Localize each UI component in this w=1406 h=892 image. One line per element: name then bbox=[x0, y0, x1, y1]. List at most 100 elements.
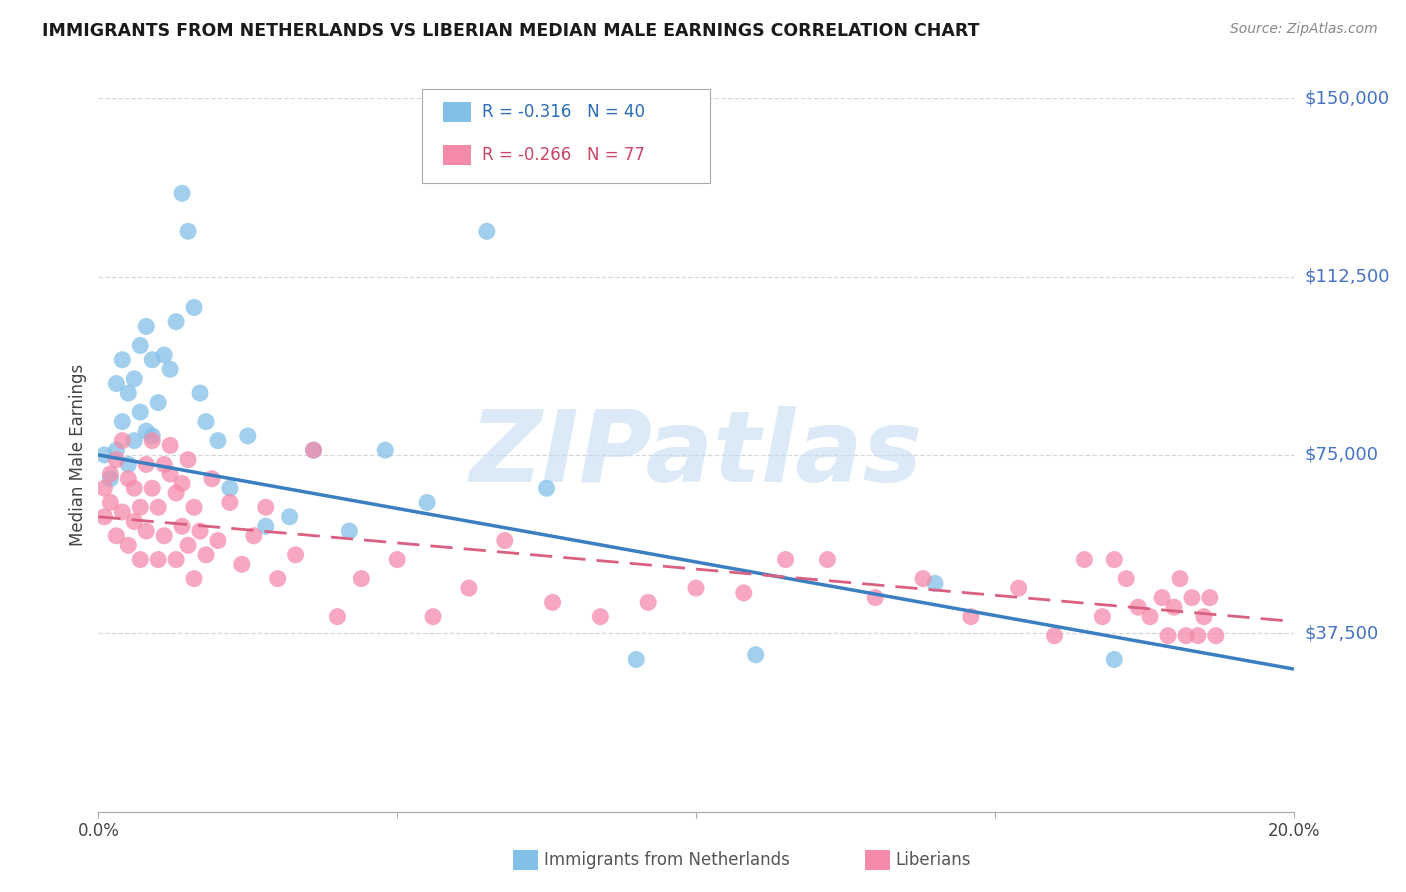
Point bbox=[141, 429, 163, 443]
Point bbox=[148, 552, 170, 566]
Y-axis label: Median Male Earnings: Median Male Earnings bbox=[69, 364, 87, 546]
Point bbox=[1205, 629, 1227, 643]
Point bbox=[183, 500, 205, 515]
Point bbox=[326, 609, 349, 624]
Point bbox=[172, 476, 194, 491]
Text: Immigrants from Netherlands: Immigrants from Netherlands bbox=[544, 851, 790, 869]
Point bbox=[536, 481, 558, 495]
Point bbox=[1157, 629, 1180, 643]
Point bbox=[188, 524, 211, 538]
Text: IMMIGRANTS FROM NETHERLANDS VS LIBERIAN MEDIAN MALE EARNINGS CORRELATION CHART: IMMIGRANTS FROM NETHERLANDS VS LIBERIAN … bbox=[42, 22, 980, 40]
Point bbox=[1168, 572, 1191, 586]
Point bbox=[475, 224, 498, 238]
Point bbox=[541, 595, 564, 609]
Point bbox=[105, 452, 128, 467]
Point bbox=[117, 472, 139, 486]
Point bbox=[172, 186, 194, 201]
Point bbox=[1163, 600, 1185, 615]
Point bbox=[117, 458, 139, 472]
Point bbox=[124, 515, 146, 529]
Point bbox=[148, 500, 170, 515]
Point bbox=[183, 301, 205, 315]
Text: Liberians: Liberians bbox=[896, 851, 972, 869]
Point bbox=[416, 495, 439, 509]
Point bbox=[1181, 591, 1204, 605]
Point bbox=[141, 352, 163, 367]
Point bbox=[129, 338, 152, 352]
Point bbox=[494, 533, 516, 548]
Point bbox=[93, 481, 115, 495]
Point bbox=[254, 500, 277, 515]
Point bbox=[624, 652, 647, 666]
Point bbox=[98, 495, 122, 509]
Point bbox=[350, 572, 373, 586]
Point bbox=[302, 443, 325, 458]
Point bbox=[98, 472, 122, 486]
Point bbox=[374, 443, 396, 458]
Point bbox=[1091, 609, 1114, 624]
Point bbox=[124, 481, 146, 495]
Point bbox=[236, 429, 259, 443]
Point bbox=[135, 458, 157, 472]
Point bbox=[129, 552, 152, 566]
Point bbox=[153, 458, 176, 472]
Point bbox=[1104, 552, 1126, 566]
Point bbox=[105, 376, 128, 391]
Point bbox=[339, 524, 360, 538]
Point bbox=[207, 533, 229, 548]
Point bbox=[745, 648, 768, 662]
Text: $37,500: $37,500 bbox=[1305, 624, 1379, 642]
Point bbox=[1104, 652, 1126, 666]
Point bbox=[302, 443, 325, 458]
Point bbox=[98, 467, 122, 481]
Point bbox=[111, 352, 134, 367]
Point bbox=[1043, 629, 1066, 643]
Point bbox=[815, 552, 838, 566]
Point bbox=[141, 434, 163, 448]
Point bbox=[153, 529, 176, 543]
Point bbox=[117, 538, 139, 552]
Point bbox=[105, 443, 128, 458]
Text: $150,000: $150,000 bbox=[1305, 89, 1389, 107]
Point bbox=[153, 348, 176, 362]
Text: Source: ZipAtlas.com: Source: ZipAtlas.com bbox=[1230, 22, 1378, 37]
Point bbox=[1115, 572, 1137, 586]
Text: R = -0.266   N = 77: R = -0.266 N = 77 bbox=[482, 146, 645, 164]
Point bbox=[93, 448, 115, 462]
Point bbox=[105, 529, 128, 543]
Point bbox=[172, 519, 194, 533]
Point bbox=[93, 509, 115, 524]
Point bbox=[129, 500, 152, 515]
Point bbox=[111, 505, 134, 519]
Point bbox=[243, 529, 266, 543]
Point bbox=[124, 372, 146, 386]
Point bbox=[188, 386, 211, 401]
Point bbox=[1187, 629, 1209, 643]
Point bbox=[177, 224, 200, 238]
Point bbox=[1198, 591, 1220, 605]
Point bbox=[685, 581, 707, 595]
Point bbox=[111, 434, 134, 448]
Point bbox=[165, 552, 187, 566]
Point bbox=[165, 315, 187, 329]
Point bbox=[278, 509, 301, 524]
Point bbox=[159, 362, 181, 376]
Point bbox=[1128, 600, 1150, 615]
Text: ZIPatlas: ZIPatlas bbox=[470, 407, 922, 503]
Point bbox=[135, 319, 157, 334]
Point bbox=[135, 524, 157, 538]
Point bbox=[733, 586, 755, 600]
Point bbox=[637, 595, 659, 609]
Point bbox=[1175, 629, 1198, 643]
Point bbox=[1007, 581, 1029, 595]
Text: $75,000: $75,000 bbox=[1305, 446, 1379, 464]
Point bbox=[177, 452, 200, 467]
Point bbox=[1139, 609, 1161, 624]
Point bbox=[589, 609, 612, 624]
Point bbox=[775, 552, 797, 566]
Point bbox=[201, 472, 224, 486]
Point bbox=[458, 581, 481, 595]
Text: $112,500: $112,500 bbox=[1305, 268, 1391, 285]
Point bbox=[422, 609, 444, 624]
Point bbox=[219, 495, 242, 509]
